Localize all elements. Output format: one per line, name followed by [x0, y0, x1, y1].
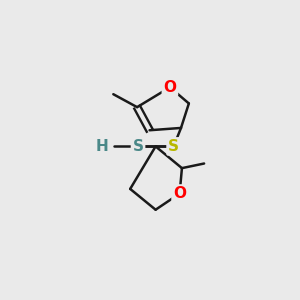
Text: H: H: [95, 139, 108, 154]
Text: S: S: [133, 139, 143, 154]
Text: O: O: [164, 80, 176, 95]
Text: S: S: [168, 139, 179, 154]
Text: O: O: [173, 186, 186, 201]
